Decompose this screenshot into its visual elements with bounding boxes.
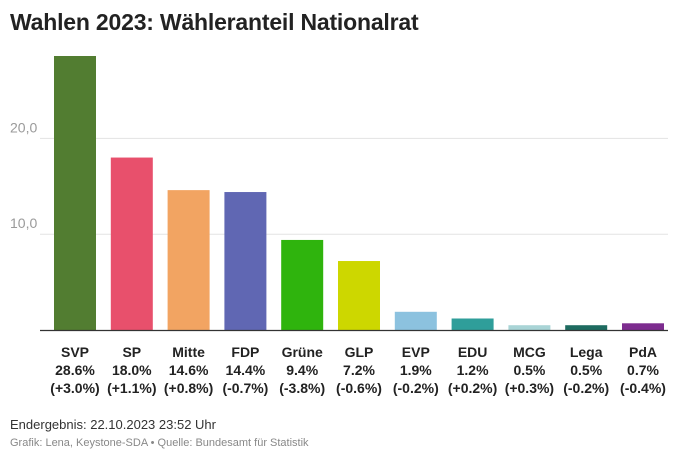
value-label: 0.5% [513,362,545,378]
source-credits: Grafik: Lena, Keystone-SDA • Quelle: Bun… [10,437,309,449]
bar-mitte [167,190,210,330]
category-label: MCG [513,344,546,360]
category-label: Mitte [172,344,205,360]
bar-glp [338,261,380,330]
bar-grüne [281,239,324,330]
chart-title: Wahlen 2023: Wähleranteil Nationalrat [10,9,419,35]
bar-svp [54,56,96,330]
value-label: 14.4% [226,362,266,378]
bar-lega [565,325,608,330]
value-label: 7.2% [343,362,375,378]
change-label: (-0.7%) [222,380,268,396]
category-label: Lega [570,344,603,360]
result-timestamp: Endergebnis: 22.10.2023 23:52 Uhr [10,417,216,432]
bar-evp [394,311,437,330]
change-label: (-3.8%) [279,380,325,396]
category-label: PdA [629,344,657,360]
bar-fdp [224,192,267,330]
change-label: (-0.2%) [563,380,609,396]
value-label: 14.6% [169,362,209,378]
value-label: 0.7% [627,362,659,378]
y-tick-label: 10,0 [10,215,37,231]
change-label: (-0.4%) [620,380,666,396]
value-label: 28.6% [55,362,95,378]
bar-sp [110,157,153,330]
category-label: EVP [402,344,430,360]
category-label: EDU [458,344,488,360]
value-label: 1.9% [400,362,432,378]
change-label: (+0.8%) [164,380,213,396]
category-label: SP [122,344,141,360]
change-label: (-0.2%) [393,380,439,396]
category-label: GLP [345,344,374,360]
category-label: SVP [61,344,89,360]
change-label: (+3.0%) [50,380,99,396]
y-tick-label: 20,0 [10,119,37,135]
change-label: (+0.3%) [505,380,554,396]
change-label: (+0.2%) [448,380,497,396]
category-label: Grüne [282,344,323,360]
value-label: 0.5% [570,362,602,378]
value-label: 9.4% [286,362,318,378]
value-label: 1.2% [457,362,489,378]
change-label: (+1.1%) [107,380,156,396]
category-label: FDP [231,344,259,360]
change-label: (-0.6%) [336,380,382,396]
bar-pda [622,323,664,330]
bar-mcg [508,325,551,330]
value-label: 18.0% [112,362,152,378]
bar-edu [451,318,494,330]
